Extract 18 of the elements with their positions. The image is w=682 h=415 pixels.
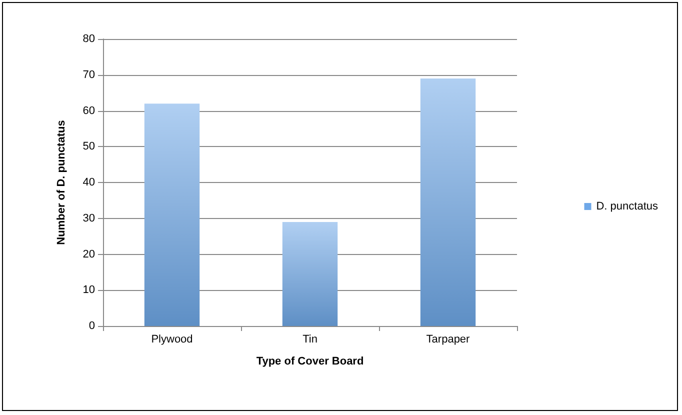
y-tick-label: 40 bbox=[82, 176, 95, 188]
y-tick-label: 10 bbox=[82, 284, 95, 296]
y-tick-label: 50 bbox=[82, 140, 95, 153]
y-tick-label: 0 bbox=[88, 320, 95, 332]
bar bbox=[420, 78, 476, 326]
x-tick-label: Tarpaper bbox=[426, 334, 470, 346]
y-axis-title: Number of D. punctatus bbox=[56, 120, 68, 245]
y-tick-label: 20 bbox=[82, 248, 95, 260]
x-tick-label: Tin bbox=[302, 334, 318, 346]
y-tick-label: 80 bbox=[82, 33, 95, 45]
y-tick-label: 30 bbox=[82, 212, 95, 224]
x-tick-label: Plywood bbox=[151, 334, 193, 346]
bar bbox=[144, 104, 200, 326]
bar bbox=[282, 222, 338, 326]
legend-label: D. punctatus bbox=[596, 200, 658, 212]
x-axis-title: Type of Cover Board bbox=[256, 356, 364, 368]
y-tick-label: 60 bbox=[82, 104, 95, 117]
y-tick-label: 70 bbox=[82, 68, 95, 81]
